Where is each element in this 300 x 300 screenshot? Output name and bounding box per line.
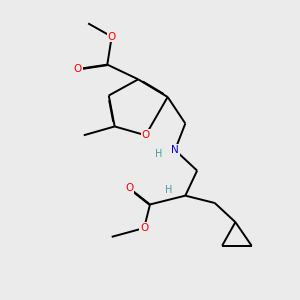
- Text: O: O: [74, 64, 82, 74]
- Text: O: O: [125, 183, 134, 193]
- Text: H: H: [155, 149, 163, 159]
- Text: H: H: [166, 185, 173, 195]
- Text: O: O: [140, 223, 148, 233]
- Text: O: O: [108, 32, 116, 42]
- Text: O: O: [142, 130, 150, 140]
- Text: N: N: [171, 145, 179, 155]
